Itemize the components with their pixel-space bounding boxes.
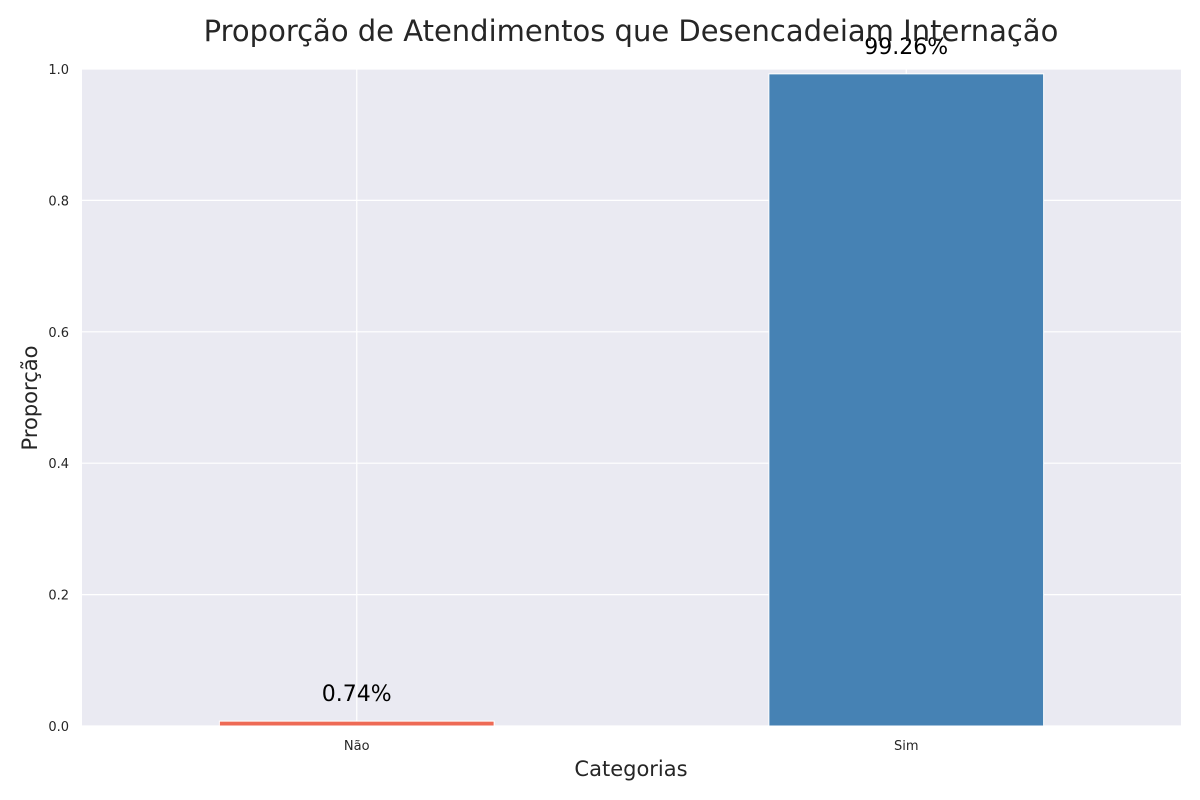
y-tick-label: 0.0 — [48, 720, 69, 735]
y-tick-label: 0.4 — [48, 457, 69, 472]
x-axis-label: Categorias — [574, 757, 687, 781]
y-tick-label: 0.2 — [48, 589, 69, 604]
x-tick-label: Não — [344, 739, 370, 754]
data-label: 0.74% — [322, 682, 392, 707]
y-axis-label: Proporção — [18, 346, 42, 451]
y-tick-label: 0.6 — [48, 326, 69, 341]
x-axis-ticks: Não Sim — [344, 739, 919, 754]
bars — [218, 73, 1045, 727]
y-tick-label: 1.0 — [48, 63, 69, 78]
bar-2 — [768, 73, 1045, 727]
data-label: 99.26% — [864, 35, 948, 60]
bar-1 — [218, 720, 495, 727]
chart-title: Proporção de Atendimentos que Desencadei… — [204, 14, 1059, 48]
data-labels: 0.74% 99.26% — [322, 35, 948, 707]
y-axis-ticks: 0.0 0.2 0.4 0.6 0.8 1.0 — [48, 63, 69, 735]
y-tick-label: 0.8 — [48, 194, 69, 209]
x-tick-label: Sim — [894, 739, 919, 754]
